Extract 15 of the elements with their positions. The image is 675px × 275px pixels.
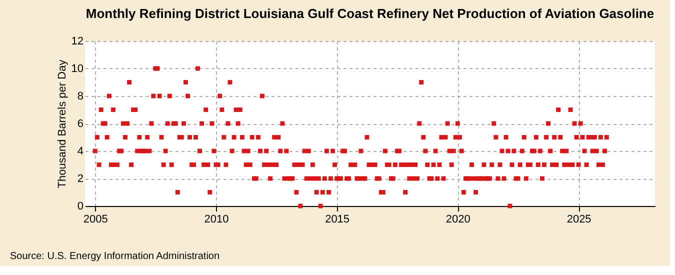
x-tick-label: 2010 — [204, 214, 229, 226]
x-tick-label: 2005 — [83, 214, 108, 226]
x-tick-label: 2015 — [325, 214, 350, 226]
y-tick-label: 8 — [77, 90, 84, 102]
y-axis-title: Thousand Barrels per Day — [56, 59, 68, 188]
y-tick-label: 12 — [71, 36, 84, 48]
y-tick-label: 2 — [77, 173, 84, 185]
source-note: Source: U.S. Energy Information Administration — [10, 251, 220, 262]
y-tick-label: 4 — [77, 146, 84, 158]
y-tick-label: 6 — [77, 118, 84, 130]
x-tick-label: 2025 — [566, 214, 592, 226]
chart-title: Monthly Refining District Louisiana Gulf Coast Refinery Net Production of Aviation Gasoline — [86, 6, 654, 21]
y-tick-label: 0 — [77, 200, 84, 212]
x-tick-label: 2020 — [446, 214, 470, 226]
y-tick-label: 10 — [71, 63, 84, 75]
